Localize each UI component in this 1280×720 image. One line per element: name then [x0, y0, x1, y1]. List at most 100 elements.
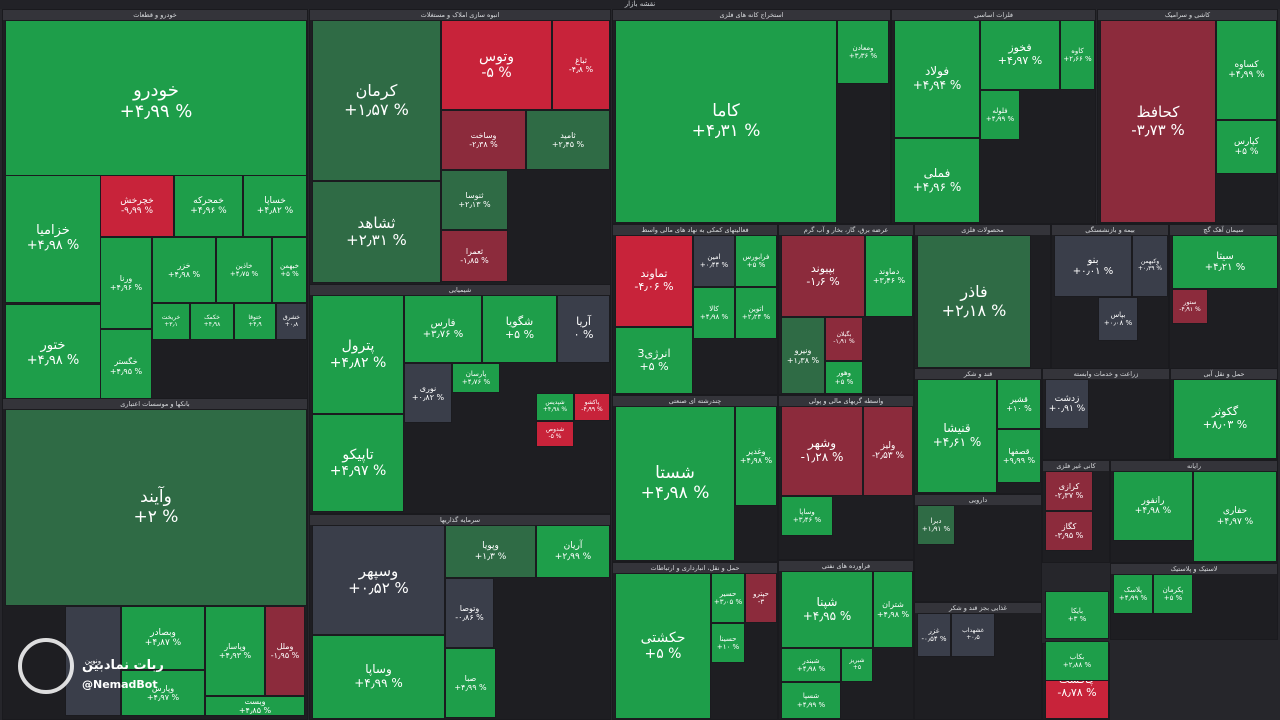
- stock-tile[interactable]: غشهداب +۰٫۵: [951, 613, 995, 657]
- stock-tile[interactable]: انرژی3 +۵ %: [615, 327, 693, 394]
- stock-tile[interactable]: وغدیر +۴٫۹۸ %: [735, 406, 777, 506]
- stock-tile[interactable]: ختور +۴٫۹۸ %: [5, 304, 101, 404]
- stock-tile[interactable]: صبا +۴٫۹۹ %: [445, 648, 496, 718]
- stock-tile[interactable]: شپنا +۴٫۹۵ %: [781, 571, 873, 648]
- stock-tile[interactable]: فاذر +۲٫۱۸ %: [917, 235, 1031, 368]
- stock-tile[interactable]: رانفور +۴٫۹۸ %: [1113, 471, 1193, 541]
- stock-tile[interactable]: سیتا +۴٫۲۱ %: [1172, 235, 1278, 289]
- stock-tile[interactable]: خبهمن +۵ %: [272, 237, 307, 303]
- stock-tile[interactable]: وپارس +۴٫۹۷ %: [121, 670, 205, 716]
- stock-tile[interactable]: وساپا +۴٫۹۹ %: [312, 635, 445, 719]
- stock-tile[interactable]: وتوصا -۰٫۸۶ %: [445, 578, 494, 648]
- stock-tile[interactable]: تماوند -۴٫۰۶ %: [615, 235, 693, 327]
- stock-tile[interactable]: پارسان +۴٫۷۶ %: [452, 363, 500, 393]
- stock-tile[interactable]: خودرو +۴٫۹۹ %: [5, 20, 307, 184]
- stock-tile[interactable]: بنو +۰٫۰۱ %: [1054, 235, 1132, 297]
- stock-tile[interactable]: نوری +۰٫۸۲ %: [404, 363, 452, 423]
- stock-tile[interactable]: خشرق +۰٫۸: [276, 303, 307, 340]
- stock-tile[interactable]: خاذین +۴٫۷۵ %: [216, 237, 272, 303]
- stock-tile[interactable]: قشیر +۱۰ %: [997, 379, 1041, 429]
- stock-tile[interactable]: بپاس +۰٫۰۸ %: [1098, 297, 1138, 341]
- stock-tile[interactable]: ومعادن +۳٫۳۶ %: [837, 20, 889, 84]
- stock-tile[interactable]: بگیلان -۱٫۹۱ %: [825, 317, 863, 361]
- stock-tile[interactable]: وملل -۱٫۹۵ %: [265, 606, 305, 696]
- stock-tile[interactable]: خزامیا +۴٫۹۸ %: [5, 175, 101, 303]
- stock-tile[interactable]: ورنا +۴٫۹۶ %: [100, 237, 152, 329]
- stock-tile[interactable]: خگستر +۴٫۹۵ %: [100, 329, 152, 404]
- stock-tile[interactable]: کاوه +۲٫۶۶ %: [1060, 20, 1095, 90]
- stock-tile[interactable]: امین +۰٫۴۴ %: [693, 235, 735, 287]
- stock-tile[interactable]: شستا +۴٫۹۸ %: [615, 406, 735, 561]
- stock-tile[interactable]: ثباغ -۴٫۸ %: [552, 20, 610, 110]
- stock-tile[interactable]: وسپهر +۰٫۵۲ %: [312, 525, 445, 635]
- stock-tile[interactable]: ثامید +۲٫۴۵ %: [526, 110, 610, 170]
- stock-tile[interactable]: آریان +۲٫۹۹ %: [536, 525, 610, 578]
- stock-tile[interactable]: وپاسار +۴٫۹۳ %: [205, 606, 265, 696]
- stock-tile[interactable]: پاکشو -۴٫۹۹ %: [574, 393, 610, 421]
- stock-tile[interactable]: پکرمان +۵ %: [1153, 574, 1193, 614]
- stock-tile[interactable]: بایکا +۳ %: [1045, 591, 1109, 639]
- stock-tile[interactable]: خزر +۴٫۹۸ %: [152, 237, 216, 303]
- stock-tile[interactable]: شبندر +۴٫۹۸ %: [781, 648, 841, 682]
- stock-tile[interactable]: پلاسک +۴٫۹۹ %: [1113, 574, 1153, 614]
- stock-tile[interactable]: شگویا +۵ %: [482, 295, 557, 363]
- stock-tile[interactable]: ونیرو +۱٫۳۸ %: [781, 317, 825, 394]
- stock-tile[interactable]: کرمان +۱٫۵۷ %: [312, 20, 441, 181]
- stock-tile[interactable]: فلوله +۴٫۹۹ %: [980, 90, 1020, 140]
- stock-tile[interactable]: ونوین: [65, 606, 121, 716]
- stock-tile[interactable]: وساپا +۳٫۴۶ %: [781, 496, 833, 536]
- stock-tile[interactable]: حفاری +۴٫۹۷ %: [1193, 471, 1277, 562]
- stock-tile[interactable]: آریا ۰ %: [557, 295, 610, 363]
- stock-tile[interactable]: ثشاهد +۲٫۳۱ %: [312, 181, 441, 283]
- stock-tile[interactable]: وتوس -۵ %: [441, 20, 552, 110]
- stock-tile[interactable]: بکاب +۲٫۸۸ %: [1045, 641, 1109, 681]
- stock-tile[interactable]: غزر -۰٫۵۴ %: [917, 613, 951, 657]
- stock-tile[interactable]: فخوز +۴٫۹۷ %: [980, 20, 1060, 90]
- stock-tile[interactable]: کساوه +۴٫۹۹ %: [1216, 20, 1277, 120]
- stock-tile[interactable]: خساپا +۴٫۸۲ %: [243, 175, 307, 237]
- stock-tile[interactable]: حسیر +۳٫۰۵ %: [711, 573, 745, 623]
- stock-tile[interactable]: دبرا +۱٫۹۱ %: [917, 505, 955, 545]
- stock-tile[interactable]: فرابورس +۵ %: [735, 235, 777, 287]
- stock-tile[interactable]: وبصادر +۴٫۸۷ %: [121, 606, 205, 670]
- stock-tile[interactable]: وهور +۵ %: [825, 361, 863, 394]
- stock-tile[interactable]: حپترو -۳: [745, 573, 777, 623]
- stock-tile[interactable]: ستور -۴٫۹۱ %: [1172, 289, 1208, 324]
- stock-tile[interactable]: حسینا +۱۰ %: [711, 623, 745, 663]
- stock-tile[interactable]: شپدیس +۴٫۹۸ %: [536, 393, 574, 421]
- stock-tile[interactable]: تاپیکو +۴٫۹۷ %: [312, 414, 404, 512]
- stock-tile[interactable]: شدوص -۵ %: [536, 421, 574, 447]
- stock-tile[interactable]: پترول +۴٫۸۲ %: [312, 295, 404, 414]
- stock-tile[interactable]: فارس +۳٫۷۶ %: [404, 295, 482, 363]
- stock-tile[interactable]: ثعمرا -۱٫۸۵ %: [441, 230, 508, 282]
- stock-tile[interactable]: وکبهمن +۰٫۳۹ %: [1132, 235, 1168, 297]
- stock-tile[interactable]: وشهر -۱٫۲۸ %: [781, 406, 863, 496]
- stock-tile[interactable]: کپارس +۵ %: [1216, 120, 1277, 174]
- stock-tile[interactable]: اتوین +۲٫۲۴ %: [735, 287, 777, 339]
- stock-tile[interactable]: شتران +۴٫۹۸ %: [873, 571, 913, 648]
- stock-tile[interactable]: بپیوند -۱٫۶ %: [781, 235, 865, 317]
- stock-tile[interactable]: کرازی -۲٫۳۷ %: [1045, 471, 1093, 511]
- stock-tile[interactable]: حکشتی +۵ %: [615, 573, 711, 719]
- stock-tile[interactable]: فولاد +۴٫۹۴ %: [894, 20, 980, 138]
- stock-tile[interactable]: گکوثر +۸٫۰۳ %: [1173, 379, 1277, 459]
- stock-tile[interactable]: وبست +۴٫۸۵ %: [205, 696, 305, 716]
- stock-tile[interactable]: ختوقا +۴٫۹: [234, 303, 276, 340]
- stock-tile[interactable]: کاما +۴٫۳۱ %: [615, 20, 837, 223]
- stock-tile[interactable]: قصفها +۹٫۹۹ %: [997, 429, 1041, 483]
- stock-tile[interactable]: قنیشا +۴٫۶۱ %: [917, 379, 997, 493]
- stock-tile[interactable]: فملی +۴٫۹۶ %: [894, 138, 980, 223]
- stock-tile[interactable]: کحافظ -۳٫۷۳ %: [1100, 20, 1216, 223]
- stock-tile[interactable]: زدشت +۰٫۹۱ %: [1045, 379, 1089, 429]
- stock-tile[interactable]: وساخت -۲٫۳۸ %: [441, 110, 526, 170]
- stock-tile[interactable]: کالا +۴٫۹۸ %: [693, 287, 735, 339]
- stock-tile[interactable]: شبریز +۵: [841, 648, 873, 682]
- stock-tile[interactable]: خریخت +۳٫۱: [152, 303, 190, 340]
- stock-tile[interactable]: کگاز -۳٫۹۵ %: [1045, 511, 1093, 551]
- stock-tile[interactable]: ولیز -۲٫۵۳ %: [863, 406, 913, 496]
- stock-tile[interactable]: وآیند +۲ %: [5, 409, 307, 606]
- stock-tile[interactable]: شسپا +۴٫۹۹ %: [781, 682, 841, 719]
- stock-tile[interactable]: خمحرکه +۴٫۹۶ %: [174, 175, 243, 237]
- stock-tile[interactable]: خچرخش -۹٫۹۹ %: [100, 175, 174, 237]
- stock-tile[interactable]: دماوند +۳٫۴۶ %: [865, 235, 913, 317]
